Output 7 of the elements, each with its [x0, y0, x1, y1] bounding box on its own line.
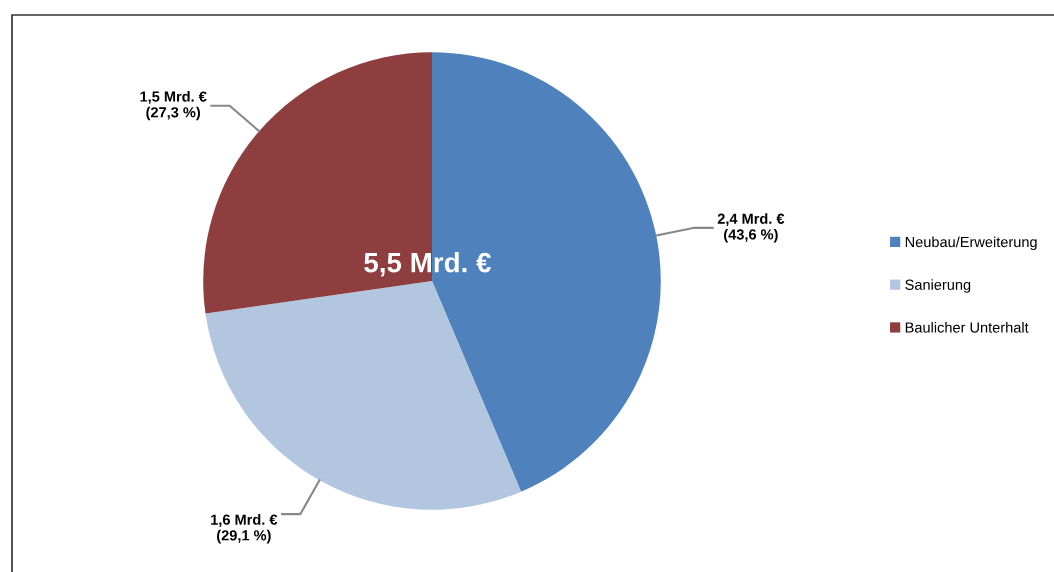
legend-label: Sanierung [905, 279, 971, 293]
data-label: 1,5 Mrd. € (27,3 %) [140, 91, 207, 121]
data-label: 1,6 Mrd. € (29,1 %) [211, 514, 278, 544]
data-label: 2,4 Mrd. € (43,6 %) [717, 213, 785, 243]
pie-slice [205, 281, 522, 510]
legend-label: Neubau/Erweiterung [905, 236, 1037, 251]
legend-label: Baulicher Unterhalt [905, 321, 1029, 333]
